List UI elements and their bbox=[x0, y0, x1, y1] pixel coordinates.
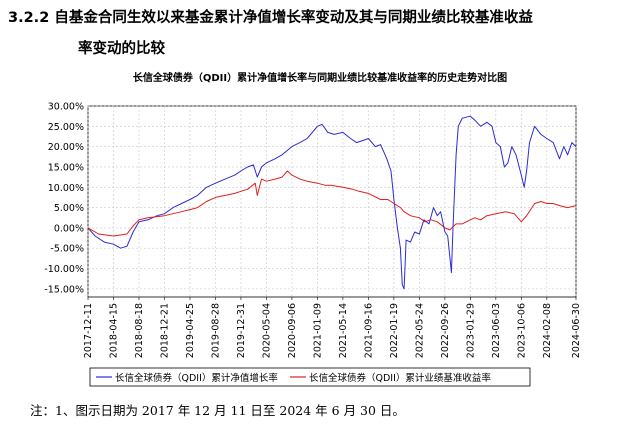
chart-title: 长信全球债券（QDII）累计净值增长率与同期业绩比较基准收益率的历史走势对比图 bbox=[132, 73, 508, 84]
x-tick-label: 2024-06-30 bbox=[571, 303, 582, 358]
y-tick-label: 0.00% bbox=[54, 223, 84, 234]
section-heading-line2: 率变动的比较 bbox=[78, 41, 165, 57]
x-tick-label: 2023-10-06 bbox=[516, 303, 527, 358]
x-tick-label: 2021-01-09 bbox=[312, 303, 323, 358]
x-tick-label: 2020-05-04 bbox=[261, 303, 272, 358]
legend-label: 长信全球债券（QDII）累计业绩基准收益率 bbox=[309, 372, 491, 384]
y-tick-label: -5.00% bbox=[50, 244, 84, 255]
x-tick-label: 2020-09-06 bbox=[287, 303, 298, 358]
y-tick-label: 30.00% bbox=[48, 102, 84, 113]
x-tick-label: 2023-06-03 bbox=[491, 303, 502, 358]
section-heading-line1: 3.2.2 自基金合同生效以来基金累计净值增长率变动及其与同期业绩比较基准收益 bbox=[8, 10, 533, 26]
y-tick-label: 5.00% bbox=[54, 203, 84, 214]
x-tick-label: 2023-01-29 bbox=[465, 303, 476, 358]
x-tick-label: 2024-02-08 bbox=[542, 303, 553, 358]
x-tick-label: 2018-04-15 bbox=[108, 303, 119, 358]
x-tick-label: 2022-01-19 bbox=[389, 303, 400, 358]
chart-canvas: 30.00% 25.00% 20.00% 15.00% 10.00% 5.00% 0.00%… bbox=[44, 102, 582, 387]
y-tick-label: 10.00% bbox=[48, 183, 84, 194]
x-tick-label: 2018-12-21 bbox=[159, 303, 170, 358]
y-tick-label: 25.00% bbox=[48, 122, 84, 133]
footnote: 注：1、图示日期为 2017 年 12 月 11 日至 2024 年 6 月 3… bbox=[30, 403, 405, 418]
x-tick-label: 2017-12-11 bbox=[83, 303, 94, 358]
y-tick-label: 20.00% bbox=[48, 142, 84, 153]
x-tick-label: 2022-05-24 bbox=[414, 303, 425, 358]
x-tick-label: 2019-04-25 bbox=[185, 303, 196, 358]
y-tick-label: -10.00% bbox=[44, 264, 84, 275]
x-tick-label: 2022-09-26 bbox=[440, 303, 451, 358]
series-line-benchmark bbox=[87, 170, 577, 237]
legend-box bbox=[89, 367, 531, 387]
x-tick-label: 2021-05-14 bbox=[338, 303, 349, 358]
y-tick-label: -15.00% bbox=[44, 284, 84, 295]
legend-label: 长信全球债券（QDII）累计净值增长率 bbox=[115, 372, 278, 384]
x-tick-label: 2021-09-16 bbox=[363, 303, 374, 358]
x-tick-label: 2019-08-28 bbox=[210, 303, 221, 358]
x-tick-label: 2019-12-31 bbox=[236, 303, 247, 358]
x-tick-label: 2018-08-18 bbox=[134, 303, 145, 358]
y-tick-label: 15.00% bbox=[48, 162, 84, 173]
series-line-nav bbox=[87, 115, 577, 290]
